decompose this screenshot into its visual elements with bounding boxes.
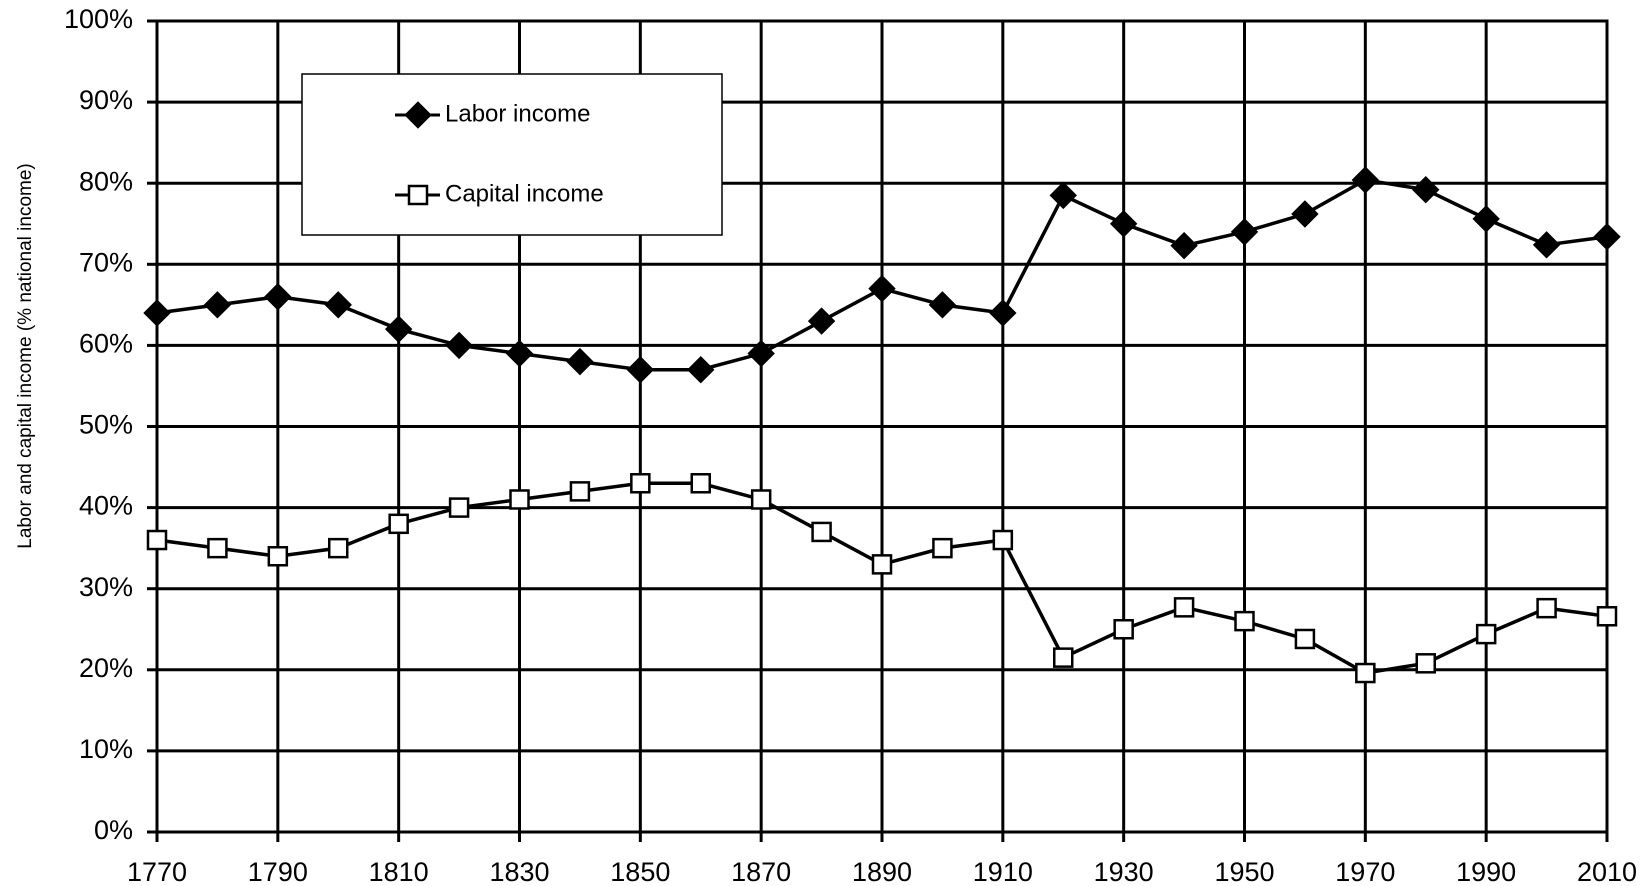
- x-tick-label: 1790: [248, 857, 308, 886]
- y-tick-label: 100%: [64, 4, 133, 34]
- marker: [1593, 223, 1621, 251]
- marker: [1053, 647, 1074, 668]
- x-tick-label: 1810: [369, 857, 429, 886]
- x-tick-label: 1930: [1094, 857, 1154, 886]
- marker: [566, 347, 594, 376]
- marker: [1291, 200, 1319, 228]
- marker: [1113, 619, 1134, 640]
- marker: [509, 489, 530, 510]
- marker: [989, 299, 1017, 327]
- marker: [1596, 606, 1618, 627]
- y-tick-label: 80%: [79, 166, 133, 196]
- marker: [871, 554, 893, 575]
- marker: [687, 356, 715, 384]
- marker: [750, 489, 772, 510]
- marker: [1412, 175, 1440, 204]
- marker: [1109, 210, 1138, 238]
- marker: [807, 307, 836, 335]
- marker: [928, 291, 957, 319]
- marker: [811, 521, 832, 543]
- y-tick-label: 40%: [79, 491, 133, 521]
- x-tick-label: 1770: [127, 857, 187, 886]
- marker: [1170, 231, 1198, 260]
- y-tick-label: 10%: [79, 734, 133, 764]
- marker: [324, 291, 352, 319]
- marker: [1472, 205, 1500, 233]
- x-tick-label: 1950: [1214, 857, 1274, 886]
- x-tick-label: 1850: [610, 857, 670, 886]
- plot-frame: [155, 19, 1609, 834]
- marker: [448, 497, 470, 518]
- marker: [626, 356, 655, 384]
- marker: [1294, 628, 1316, 650]
- marker: [203, 291, 232, 319]
- marker: [445, 331, 473, 360]
- legend-marker: [404, 101, 432, 129]
- legend-box: [301, 73, 723, 236]
- marker: [690, 473, 711, 494]
- marker: [630, 473, 651, 494]
- marker: [1230, 218, 1259, 246]
- marker: [505, 339, 534, 368]
- marker: [1351, 166, 1380, 194]
- marker: [143, 299, 171, 327]
- y-tick-label: 90%: [79, 85, 133, 115]
- y-axis-title: Labor and capital income (% national inc…: [15, 163, 36, 549]
- x-tick-label: 1890: [852, 857, 912, 886]
- marker: [388, 513, 409, 535]
- legend-label: Capital income: [445, 180, 604, 207]
- marker: [932, 537, 953, 559]
- x-tick-label: 1870: [731, 857, 791, 886]
- marker: [1532, 231, 1561, 259]
- marker: [1049, 181, 1077, 210]
- marker: [1415, 653, 1436, 674]
- legend-marker: [407, 184, 429, 206]
- marker: [1173, 597, 1195, 618]
- y-tick-label: 0%: [94, 815, 133, 845]
- marker: [207, 537, 228, 559]
- marker: [868, 274, 896, 303]
- y-tick-label: 50%: [79, 410, 133, 440]
- x-tick-label: 2010: [1577, 857, 1637, 886]
- x-tick-label: 1990: [1456, 857, 1516, 886]
- marker: [569, 481, 591, 502]
- marker: [328, 537, 349, 559]
- marker: [1475, 623, 1497, 645]
- marker: [747, 339, 775, 368]
- y-tick-label: 30%: [79, 572, 133, 602]
- marker: [146, 529, 168, 551]
- y-tick-label: 20%: [79, 653, 133, 683]
- marker: [1355, 662, 1376, 684]
- marker: [267, 546, 289, 567]
- marker: [264, 283, 292, 311]
- x-tick-label: 1910: [973, 857, 1033, 886]
- marker: [384, 315, 413, 343]
- marker: [1234, 610, 1255, 632]
- legend-label: Labor income: [445, 100, 590, 127]
- marker: [1536, 597, 1557, 619]
- y-tick-label: 70%: [79, 247, 133, 277]
- y-tick-label: 60%: [79, 329, 133, 359]
- legend: Labor income Capital income: [301, 73, 723, 236]
- marker: [992, 529, 1014, 551]
- x-tick-label: 1830: [489, 857, 549, 886]
- x-tick-label: 1970: [1335, 857, 1395, 886]
